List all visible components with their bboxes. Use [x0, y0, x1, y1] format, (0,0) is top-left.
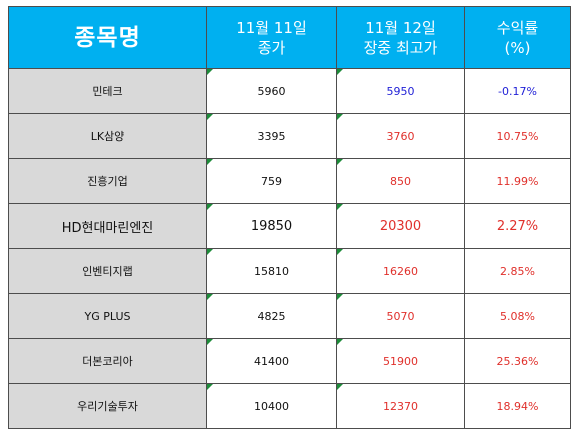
cell-marker-icon [207, 69, 213, 75]
close-price-cell: 41400 [206, 338, 337, 384]
header-high-label: 장중 최고가 [363, 38, 438, 57]
close-price-cell: 5960 [206, 68, 337, 114]
cell-marker-icon [337, 69, 343, 75]
header-intraday-high: 11월 12일 장중 최고가 [336, 6, 465, 69]
close-price-value: 5960 [257, 84, 286, 98]
close-price-cell: 10400 [206, 383, 337, 429]
high-price-value: 16260 [383, 264, 418, 278]
high-price-value: 20300 [379, 218, 422, 234]
close-price-value: 759 [261, 174, 282, 188]
table-row: 민테크 5960 5950 -0.17% [8, 68, 571, 114]
return-cell: 2.27% [464, 203, 571, 249]
high-price-cell: 5070 [336, 293, 465, 339]
return-cell: 10.75% [464, 113, 571, 159]
high-price-value: 850 [390, 174, 411, 188]
table-row: 우리기술투자 10400 12370 18.94% [8, 383, 571, 429]
cell-marker-icon [207, 294, 213, 300]
cell-marker-icon [337, 159, 343, 165]
high-price-cell: 3760 [336, 113, 465, 159]
close-price-cell: 759 [206, 158, 337, 204]
stock-name-cell: YG PLUS [8, 293, 207, 339]
high-price-value: 3760 [386, 129, 415, 143]
high-price-value: 5070 [386, 309, 415, 323]
close-price-cell: 15810 [206, 248, 337, 294]
cell-marker-icon [337, 114, 343, 120]
close-price-cell: 3395 [206, 113, 337, 159]
high-price-cell: 16260 [336, 248, 465, 294]
stock-name-cell: 민테크 [8, 68, 207, 114]
table-row: 인벤티지랩 15810 16260 2.85% [8, 248, 571, 294]
return-cell: 18.94% [464, 383, 571, 429]
table-row: HD현대마린엔진 19850 20300 2.27% [8, 203, 571, 249]
header-return: 수익률 (%) [464, 6, 571, 69]
cell-marker-icon [207, 159, 213, 165]
return-cell: 25.36% [464, 338, 571, 384]
table-row: 더본코리아 41400 51900 25.36% [8, 338, 571, 384]
cell-marker-icon [337, 204, 343, 210]
header-row: 종목명 11월 11일 종가 11월 12일 장중 최고가 수익률 (%) [8, 6, 571, 69]
cell-marker-icon [337, 384, 343, 390]
high-price-value: 5950 [386, 84, 415, 98]
high-price-cell: 5950 [336, 68, 465, 114]
header-close-price: 11월 11일 종가 [206, 6, 337, 69]
cell-marker-icon [337, 294, 343, 300]
stock-name-cell: 진흥기업 [8, 158, 207, 204]
high-price-cell: 20300 [336, 203, 465, 249]
cell-marker-icon [207, 204, 213, 210]
stock-return-table: 종목명 11월 11일 종가 11월 12일 장중 최고가 수익률 (%) 민테… [8, 6, 571, 429]
return-cell: 5.08% [464, 293, 571, 339]
header-stock-name: 종목명 [8, 6, 207, 69]
header-high-date: 11월 12일 [365, 18, 436, 37]
return-cell: -0.17% [464, 68, 571, 114]
cell-marker-icon [337, 339, 343, 345]
header-close-date: 11월 11일 [236, 18, 307, 37]
stock-name-cell: HD현대마린엔진 [8, 203, 207, 249]
return-cell: 11.99% [464, 158, 571, 204]
close-price-value: 10400 [254, 399, 289, 413]
close-price-value: 3395 [257, 129, 286, 143]
high-price-cell: 850 [336, 158, 465, 204]
cell-marker-icon [207, 114, 213, 120]
high-price-value: 51900 [383, 354, 418, 368]
table-row: LK삼양 3395 3760 10.75% [8, 113, 571, 159]
high-price-value: 12370 [383, 399, 418, 413]
header-close-label: 종가 [257, 38, 286, 57]
stock-name-cell: 더본코리아 [8, 338, 207, 384]
table-row: YG PLUS 4825 5070 5.08% [8, 293, 571, 339]
stock-name-cell: 우리기술투자 [8, 383, 207, 429]
high-price-cell: 51900 [336, 338, 465, 384]
cell-marker-icon [207, 384, 213, 390]
close-price-value: 41400 [254, 354, 289, 368]
return-cell: 2.85% [464, 248, 571, 294]
high-price-cell: 12370 [336, 383, 465, 429]
cell-marker-icon [207, 339, 213, 345]
table-row: 진흥기업 759 850 11.99% [8, 158, 571, 204]
cell-marker-icon [337, 249, 343, 255]
close-price-cell: 19850 [206, 203, 337, 249]
close-price-value: 15810 [254, 264, 289, 278]
cell-marker-icon [207, 249, 213, 255]
close-price-value: 19850 [250, 218, 293, 234]
header-return-label: 수익률 [496, 18, 539, 37]
close-price-cell: 4825 [206, 293, 337, 339]
stock-name-cell: LK삼양 [8, 113, 207, 159]
close-price-value: 4825 [257, 309, 286, 323]
stock-table-container: 종목명 11월 11일 종가 11월 12일 장중 최고가 수익률 (%) 민테… [8, 6, 571, 429]
header-return-unit: (%) [504, 38, 531, 57]
stock-name-cell: 인벤티지랩 [8, 248, 207, 294]
